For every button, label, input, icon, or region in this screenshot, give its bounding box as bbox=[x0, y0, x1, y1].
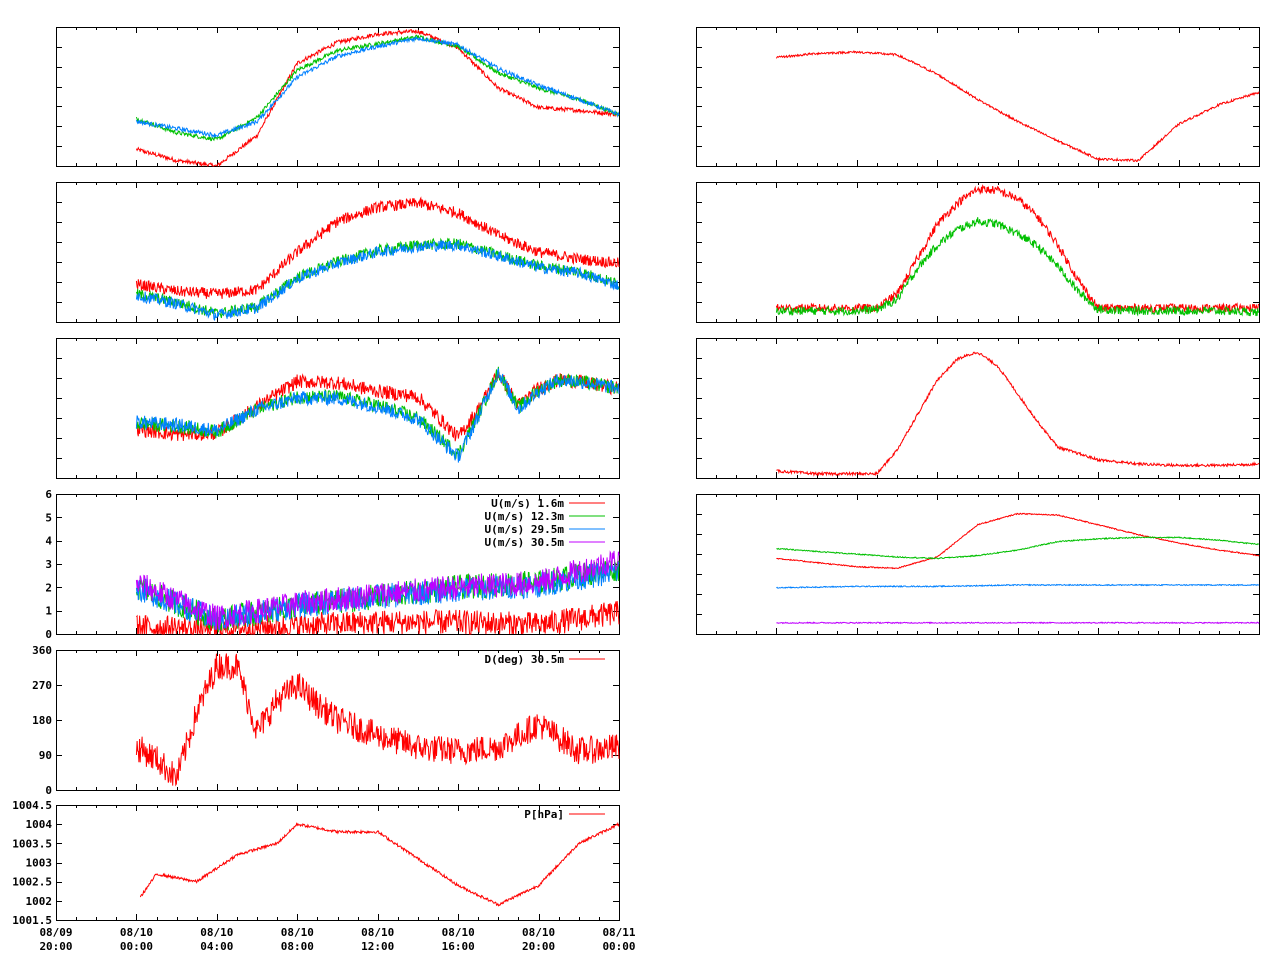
plot-frame bbox=[696, 338, 1260, 479]
x-tick-time-label: 20:00 bbox=[39, 940, 72, 953]
x-tick-date-label: 08/10 bbox=[200, 926, 233, 939]
y-tick-label: 1003 bbox=[26, 857, 53, 870]
series-line-green bbox=[135, 366, 620, 459]
series-line-blue bbox=[135, 36, 620, 139]
x-tick-time-label: 20:00 bbox=[522, 940, 555, 953]
series-line-blue bbox=[776, 583, 1260, 589]
x-tick-time-label: 08:00 bbox=[281, 940, 314, 953]
series-line-p-hpa- bbox=[139, 821, 620, 907]
plot-frame bbox=[696, 27, 1260, 167]
y-tick-label: 0 bbox=[45, 628, 52, 641]
x-tick-date-label: 08/10 bbox=[281, 926, 314, 939]
series-line-d-deg-30-5m bbox=[135, 653, 620, 787]
panel-l1 bbox=[56, 27, 620, 168]
x-tick-time-label: 16:00 bbox=[442, 940, 475, 953]
y-tick-label: 4 bbox=[45, 535, 52, 548]
y-tick-label: 1002 bbox=[26, 895, 53, 908]
series-line-red bbox=[135, 29, 620, 168]
y-tick-label: 270 bbox=[32, 679, 52, 692]
legend-label: U(m/s) 1.6m bbox=[491, 497, 564, 510]
y-tick-label: 1004 bbox=[26, 818, 53, 831]
series-line-blue bbox=[135, 368, 620, 463]
y-tick-label: 90 bbox=[39, 749, 52, 762]
series-line-green bbox=[776, 536, 1260, 560]
legend-label: U(m/s) 29.5m bbox=[485, 523, 565, 536]
y-tick-label: 180 bbox=[32, 714, 52, 727]
y-tick-label: 0 bbox=[45, 784, 52, 797]
panel-l5: 0 90 180 270 360 D(deg) 30.5m bbox=[32, 644, 620, 797]
x-tick-time-label: 00:00 bbox=[120, 940, 153, 953]
series-line-red bbox=[775, 50, 1260, 163]
plot-frame bbox=[696, 182, 1260, 323]
x-tick-date-label: 08/10 bbox=[522, 926, 555, 939]
panel-r2 bbox=[696, 182, 1260, 323]
panel-l3 bbox=[56, 338, 620, 479]
series-line-green bbox=[775, 217, 1260, 317]
series-line-u-m-s-30-5m bbox=[135, 550, 620, 630]
x-tick-time-label: 12:00 bbox=[361, 940, 394, 953]
panel-l4: 0 1 2 3 4 5 6 U(m/s) 1.6mU(m/s) 12.3mU(m/s) 29.… bbox=[45, 488, 620, 641]
series-line-red bbox=[776, 512, 1260, 570]
panel-r3 bbox=[696, 338, 1260, 479]
y-tick-label: 3 bbox=[45, 558, 52, 571]
y-tick-label: 5 bbox=[45, 511, 52, 524]
y-tick-label: 360 bbox=[32, 644, 52, 657]
panel-r1 bbox=[696, 27, 1260, 167]
y-tick-label: 2 bbox=[45, 581, 52, 594]
plot-frame bbox=[56, 338, 620, 479]
legend-label: P[hPa] bbox=[524, 808, 564, 821]
legend-label: D(deg) 30.5m bbox=[485, 653, 565, 666]
plot-frame bbox=[56, 27, 620, 167]
plot-frame bbox=[696, 494, 1260, 635]
y-tick-label: 1 bbox=[45, 605, 52, 618]
x-tick-date-label: 08/10 bbox=[361, 926, 394, 939]
x-tick-date-label: 08/11 bbox=[602, 926, 635, 939]
y-tick-label: 1003.5 bbox=[12, 837, 52, 850]
y-tick-label: 1004.5 bbox=[12, 799, 52, 812]
plot-frame bbox=[56, 805, 620, 921]
x-tick-time-label: 00:00 bbox=[602, 940, 635, 953]
x-tick-date-label: 08/10 bbox=[442, 926, 475, 939]
series-line-purple bbox=[776, 621, 1260, 625]
legend-label: U(m/s) 30.5m bbox=[485, 536, 565, 549]
series-line-red bbox=[775, 184, 1260, 314]
x-tick-date-label: 08/09 bbox=[39, 926, 72, 939]
series-line-blue bbox=[135, 239, 620, 322]
x-tick-time-label: 04:00 bbox=[200, 940, 233, 953]
series-line-red bbox=[135, 196, 620, 299]
y-tick-label: 1002.5 bbox=[12, 876, 52, 889]
series-line-green bbox=[135, 34, 620, 142]
x-tick-date-label: 08/10 bbox=[120, 926, 153, 939]
panel-r4 bbox=[696, 494, 1260, 635]
y-tick-label: 1001.5 bbox=[12, 914, 52, 927]
panel-l6: 1001.5 1002 1002.5 1003 1003.5 1004 1004.5 P[hP… bbox=[12, 799, 620, 927]
y-tick-label: 6 bbox=[45, 488, 52, 501]
panel-l2 bbox=[56, 182, 620, 323]
series-line-red bbox=[776, 351, 1260, 477]
legend-label: U(m/s) 12.3m bbox=[485, 510, 565, 523]
